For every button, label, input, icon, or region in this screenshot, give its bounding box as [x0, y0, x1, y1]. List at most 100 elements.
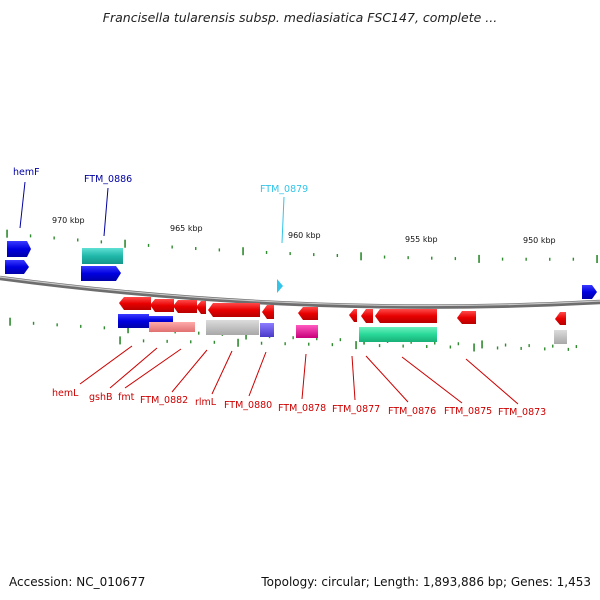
gene-label-FTM_0877[interactable]: FTM_0877 — [332, 404, 380, 415]
minor-tick — [575, 345, 578, 349]
gene-label-rlmL[interactable]: rlmL — [195, 397, 217, 408]
major-tick — [596, 255, 598, 264]
feature-FTM_0880-violet[interactable] — [260, 323, 274, 337]
gene-FTM_0875[interactable] — [375, 309, 437, 323]
feature-hemL-blue[interactable] — [118, 314, 149, 328]
gene-hemF-upper[interactable] — [7, 241, 31, 257]
minor-tick — [336, 253, 339, 257]
minor-tick — [504, 343, 507, 347]
map-title: Francisella tularensis subsp. mediasiati… — [102, 10, 498, 25]
gene-label-FTM_0875[interactable]: FTM_0875 — [444, 406, 492, 417]
gene-hemL[interactable] — [119, 297, 151, 310]
minor-tick — [260, 341, 263, 345]
leader-line-FTM_0886 — [103, 187, 109, 237]
gene-forward-right[interactable] — [582, 285, 597, 299]
gene-label-hemF[interactable]: hemF — [13, 167, 40, 178]
gene-FTM_0886[interactable] — [81, 266, 121, 281]
minor-tick — [147, 243, 150, 247]
gene-FTM_0880[interactable] — [262, 305, 274, 319]
leader-line-hemF — [19, 181, 26, 229]
major-tick — [127, 325, 129, 334]
scale-label-960: 960 kbp — [288, 231, 321, 240]
minor-tick — [166, 339, 168, 343]
major-tick — [481, 340, 483, 349]
accession-text: Accession: NC_010677 — [9, 575, 146, 589]
minor-tick — [80, 324, 82, 328]
major-tick — [360, 252, 362, 261]
gene-label-FTM_0878[interactable]: FTM_0878 — [278, 403, 326, 414]
minor-tick — [100, 240, 103, 244]
minor-tick — [103, 326, 106, 330]
feature-gshB-pink[interactable] — [149, 322, 195, 332]
minor-tick — [378, 344, 381, 348]
gene-label-gshB[interactable]: gshB — [89, 392, 113, 403]
gene-label-FTM_0880[interactable]: FTM_0880 — [224, 400, 272, 411]
minor-tick — [190, 340, 192, 344]
gene-FTM_0877[interactable] — [349, 309, 357, 322]
minor-tick — [56, 323, 58, 327]
major-tick — [245, 331, 247, 340]
minor-tick — [218, 248, 221, 252]
gene-rlmL[interactable] — [208, 303, 260, 317]
genome-backbone — [0, 275, 600, 309]
gene-FTM_0874[interactable] — [457, 311, 476, 324]
minor-tick — [32, 321, 35, 325]
gene-FTM_0873[interactable] — [555, 312, 566, 325]
minor-tick — [383, 255, 386, 259]
minor-tick — [572, 257, 575, 261]
minor-tick — [454, 257, 457, 261]
feature-FTM_0876-green[interactable] — [359, 327, 437, 342]
minor-tick — [449, 345, 452, 349]
gene-hemF-lower[interactable] — [5, 260, 29, 274]
minor-tick — [549, 257, 551, 261]
major-tick — [9, 317, 11, 326]
minor-tick — [316, 337, 318, 341]
gene-FTM_0879[interactable] — [277, 279, 283, 293]
feature-rlmL-gray[interactable] — [206, 320, 259, 335]
minor-tick — [29, 234, 32, 238]
minor-tick — [313, 253, 315, 257]
minor-tick — [142, 339, 145, 343]
gene-label-FTM_0873[interactable]: FTM_0873 — [498, 407, 546, 418]
minor-tick — [402, 344, 404, 348]
gene-label-fmt[interactable]: fmt — [118, 392, 135, 403]
minor-tick — [53, 236, 55, 240]
major-tick — [6, 229, 8, 238]
gene-label-FTM_0886[interactable]: FTM_0886 — [84, 174, 132, 185]
gene-label-FTM_0879[interactable]: FTM_0879 — [260, 184, 308, 195]
minor-tick — [171, 245, 173, 249]
minor-tick — [77, 238, 79, 242]
minor-tick — [544, 347, 546, 351]
feature-FTM_0873-gray[interactable] — [554, 330, 567, 344]
feature-FTM_0878-magenta[interactable] — [296, 325, 318, 338]
gene-label-hemL[interactable]: hemL — [52, 388, 79, 399]
minor-tick — [289, 252, 291, 256]
minor-tick — [496, 346, 499, 350]
minor-tick — [528, 344, 530, 348]
minor-tick — [501, 257, 504, 261]
gene-label-FTM_0882[interactable]: FTM_0882 — [140, 395, 188, 406]
gene-label-FTM_0876[interactable]: FTM_0876 — [388, 406, 436, 417]
scale-label-955: 955 kbp — [405, 235, 438, 244]
major-tick — [473, 343, 475, 352]
gene-fmt[interactable] — [173, 300, 197, 313]
major-tick — [124, 239, 126, 248]
scale-ticks-lower — [9, 317, 578, 352]
gene-FTM_0878[interactable] — [298, 307, 318, 320]
gene-gshB[interactable] — [150, 299, 174, 312]
minor-tick — [284, 342, 286, 346]
minor-tick — [520, 346, 522, 350]
minor-tick — [457, 342, 460, 346]
gene-FTM_0886-rna[interactable] — [82, 248, 123, 264]
scale-ticks-upper — [6, 229, 598, 264]
minor-tick — [410, 340, 412, 344]
minor-tick — [525, 257, 527, 261]
bottom-leader-lines — [79, 345, 519, 405]
gene-FTM_0882[interactable] — [196, 301, 206, 314]
scale-label-950: 950 kbp — [523, 236, 556, 245]
major-tick — [478, 254, 480, 263]
feature-gshB-blue[interactable] — [149, 316, 173, 324]
gene-FTM_0876[interactable] — [361, 309, 373, 323]
minor-tick — [339, 338, 342, 342]
